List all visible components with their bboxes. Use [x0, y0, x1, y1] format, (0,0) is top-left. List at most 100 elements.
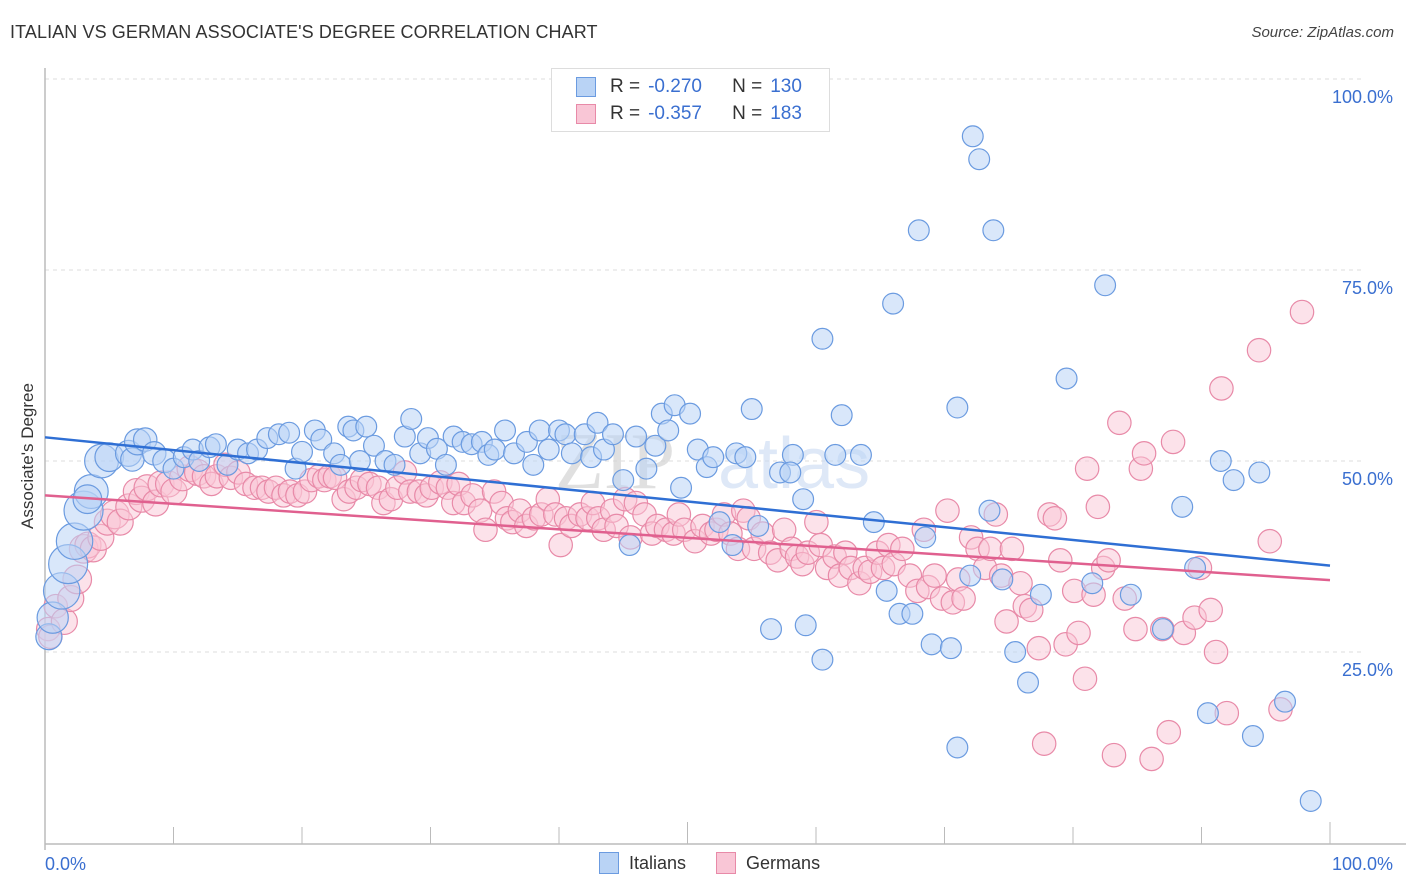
italians-point	[792, 488, 815, 511]
germans-point	[1257, 528, 1283, 554]
italians-point	[901, 602, 924, 625]
italians-point	[702, 446, 725, 469]
germans-point	[1026, 635, 1052, 661]
italians-point	[721, 534, 744, 557]
n-value: 130	[770, 76, 802, 97]
italians-point	[670, 476, 693, 499]
germans-point	[1096, 548, 1121, 573]
series-germans	[35, 299, 1315, 772]
italians-point	[794, 614, 817, 637]
italians-point	[1004, 640, 1027, 663]
italians-swatch-icon	[576, 77, 596, 97]
germans-point	[1198, 597, 1223, 623]
germans-point	[1031, 731, 1057, 756]
germans-point	[1131, 441, 1157, 466]
italians-point	[978, 499, 1001, 522]
legend-label-italians: Italians	[629, 852, 687, 873]
italians-point	[1017, 671, 1040, 694]
italians-point	[991, 568, 1014, 591]
italians-point	[560, 442, 583, 465]
series-italians	[35, 125, 1322, 812]
italians-point	[1299, 789, 1322, 812]
legend-item-italians[interactable]: Italians	[599, 852, 686, 874]
germans-point	[935, 498, 960, 523]
italians-point	[779, 461, 802, 484]
germans-point	[1047, 548, 1073, 573]
italians-point	[625, 425, 648, 448]
legend-item-germans[interactable]: Germans	[716, 852, 820, 874]
correlation-legend: R = -0.270 N = 130 R = -0.357 N = 183	[551, 68, 830, 132]
italians-point	[747, 514, 770, 537]
source-credit: Source: ZipAtlas.com	[1251, 24, 1394, 41]
italians-point	[601, 423, 624, 446]
italians-point	[434, 453, 457, 476]
germans-point	[548, 532, 573, 558]
italians-point	[734, 446, 757, 469]
r-label: R =	[610, 76, 641, 97]
italians-point	[635, 457, 658, 480]
r-value: -0.357	[648, 103, 702, 124]
italians-point	[618, 534, 641, 557]
grid-lines	[45, 78, 1365, 653]
italians-point	[644, 434, 667, 457]
italians-point	[824, 443, 847, 466]
italians-point	[494, 419, 517, 442]
legend-row-italians: R = -0.270 N = 130	[576, 76, 802, 98]
n-value: 183	[770, 103, 802, 124]
italians-point	[1119, 583, 1142, 606]
tick-labels: 25.0% 50.0% 75.0% 100.0% 0.0% 100.0%	[45, 87, 1393, 874]
italians-point	[961, 125, 984, 148]
italians-point	[1209, 450, 1232, 473]
germans-point	[922, 563, 947, 588]
italians-point	[204, 433, 227, 456]
italians-point	[522, 453, 545, 476]
italians-point	[537, 438, 560, 461]
legend-label-germans: Germans	[746, 852, 821, 873]
germans-point	[890, 536, 915, 562]
germans-point	[1074, 456, 1100, 481]
germans-point	[999, 536, 1025, 562]
italians-point	[1081, 572, 1104, 595]
germans-swatch-icon	[576, 104, 596, 124]
italians-point	[914, 526, 937, 549]
italians-point	[355, 415, 378, 438]
italians-point	[612, 469, 635, 492]
r-value: -0.270	[648, 76, 702, 97]
germans-point	[1139, 746, 1164, 772]
italians-point	[907, 219, 930, 242]
x-tick-label: 0.0%	[45, 854, 86, 874]
italians-point	[278, 421, 301, 444]
germans-point	[1156, 719, 1182, 745]
italians-point	[959, 564, 982, 587]
italians-point	[400, 407, 423, 430]
italians-point	[920, 633, 943, 656]
x-tick-label: 100.0%	[1332, 854, 1393, 874]
italians-point	[760, 618, 783, 641]
italians-point	[1029, 583, 1052, 606]
italians-point	[939, 637, 962, 660]
germans-point	[1066, 620, 1091, 646]
italians-point	[329, 453, 352, 476]
italians-point	[1151, 618, 1174, 641]
italians-point	[875, 579, 898, 602]
germans-point	[1123, 616, 1148, 642]
italians-point	[1274, 690, 1297, 713]
italians-point	[679, 402, 702, 425]
germans-swatch-icon	[716, 852, 737, 874]
germans-point	[1085, 494, 1111, 520]
germans-point	[1101, 742, 1127, 768]
italians-swatch-icon	[599, 852, 619, 874]
italians-point	[528, 419, 551, 442]
italians-point	[1248, 461, 1271, 484]
italians-point	[811, 648, 834, 671]
italians-point	[1184, 556, 1207, 579]
italians-point	[554, 423, 577, 446]
italians-point	[383, 453, 406, 476]
italians-point	[291, 440, 314, 463]
italians-point	[830, 404, 853, 427]
n-label: N =	[732, 76, 763, 97]
italians-point	[708, 511, 731, 534]
n-label: N =	[732, 103, 763, 124]
y-tick-label: 75.0%	[1342, 278, 1393, 298]
